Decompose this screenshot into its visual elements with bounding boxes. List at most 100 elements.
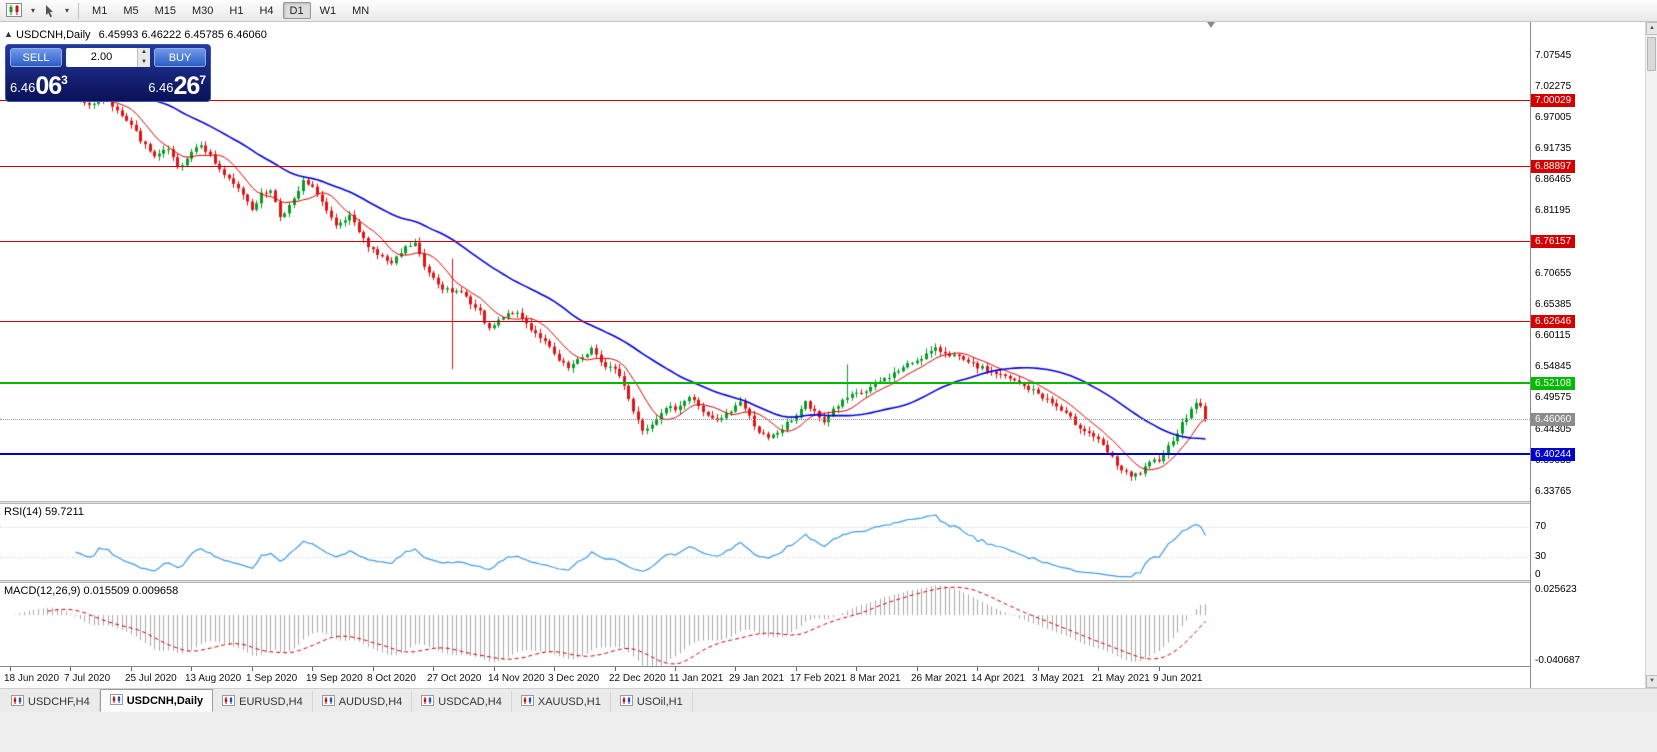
volume-value[interactable]: 2.00	[90, 51, 113, 63]
volume-stepper[interactable]: 2.00 ▲ ▼	[66, 48, 150, 67]
date-axis-label: 14 Apr 2021	[971, 673, 1025, 684]
top-toolbar: ▾ ▾ M1 M5 M15 M30 H1 H4 D1 W1 MN	[0, 0, 1657, 22]
horizontal-level-line[interactable]	[0, 100, 1530, 102]
horizontal-level-line[interactable]	[0, 321, 1530, 323]
timeframe-w1[interactable]: W1	[319, 5, 337, 17]
timeframe-mn[interactable]: MN	[352, 5, 370, 17]
date-tick	[796, 667, 797, 671]
spinner-down-icon[interactable]: ▼	[138, 57, 150, 67]
price-axis-label: 6.65385	[1535, 298, 1572, 310]
date-tick	[312, 667, 313, 671]
one-click-trading-panel: SELL 2.00 ▲ ▼ BUY 6.46 06 3 6.46 26 7	[5, 44, 211, 102]
macd-axis-label: 0.025623	[1535, 584, 1577, 595]
ask-price-small: 6.46	[148, 80, 174, 95]
price-axis-label: 7.02275	[1535, 80, 1572, 92]
chart-tab-eurusd-h4[interactable]: EURUSD,H4	[213, 691, 313, 712]
sell-button[interactable]: SELL	[10, 48, 62, 67]
mini-chart-icon	[109, 693, 123, 708]
macd-axis-label: -0.040687	[1535, 655, 1581, 666]
date-axis-label: 18 Jun 2020	[4, 673, 60, 684]
macd-label: MACD(12,26,9) 0.015509 0.009658	[4, 585, 179, 597]
date-axis-label: 3 Dec 2020	[548, 673, 600, 684]
chart-tab-label: USDCNH,Daily	[126, 694, 204, 707]
bid-price-small: 6.46	[10, 80, 36, 95]
price-axis-label: 6.33765	[1535, 485, 1572, 497]
chart-tab-usdcad-h4[interactable]: USDCAD,H4	[412, 691, 512, 712]
date-axis-label: 8 Oct 2020	[367, 673, 416, 684]
date-axis-label: 22 Dec 2020	[609, 673, 666, 684]
current-price-label: 6.46060	[1531, 413, 1576, 427]
candlestick-chart-icon[interactable]	[3, 2, 25, 20]
date-axis-label: 1 Sep 2020	[246, 673, 298, 684]
chart-tab-usdcnh-daily[interactable]: USDCNH,Daily	[99, 689, 214, 712]
price-axis-label: 7.07545	[1535, 49, 1572, 61]
price-level-label: 7.00029	[1531, 94, 1576, 108]
price-axis-label: 6.49575	[1535, 392, 1572, 404]
date-axis-label: 11 Jan 2021	[669, 673, 724, 684]
horizontal-level-line[interactable]	[0, 165, 1530, 167]
pane-splitter[interactable]	[0, 501, 1645, 504]
timeframe-m15[interactable]: M15	[154, 5, 176, 17]
price-axis-label: 6.60115	[1535, 330, 1571, 342]
price-axis-label: 6.44305	[1535, 423, 1572, 435]
price-axis-label: 6.91735	[1535, 143, 1572, 155]
buy-button[interactable]: BUY	[154, 48, 206, 67]
horizontal-level-line[interactable]	[0, 452, 1530, 455]
rsi-axis-label: 30	[1535, 551, 1547, 563]
collapse-panel-icon[interactable]: ▲	[4, 29, 13, 39]
bid-price: 6.46 06 3	[10, 74, 68, 99]
dropdown-caret-icon[interactable]: ▾	[65, 6, 70, 15]
date-axis-label: 7 Jul 2020	[64, 673, 111, 684]
date-tick	[10, 667, 11, 671]
date-tick	[494, 667, 495, 671]
date-axis-label: 29 Jan 2021	[729, 673, 785, 684]
date-axis-label: 14 Nov 2020	[488, 673, 545, 684]
scroll-down-icon[interactable]: ▼	[1646, 675, 1657, 688]
scrollbar-thumb[interactable]	[1647, 37, 1656, 71]
bid-price-big: 06	[35, 72, 62, 100]
bid-price-sup: 3	[61, 73, 68, 87]
chart-tab-usdchf-h4[interactable]: USDCHF,H4	[2, 691, 100, 712]
window-scrollbar[interactable]: ▲ ▼	[1645, 22, 1657, 688]
scroll-up-icon[interactable]: ▲	[1646, 22, 1657, 35]
timeframe-m1[interactable]: M1	[92, 5, 108, 17]
chart-tab-xauusd-h1[interactable]: XAUUSD,H1	[512, 691, 611, 712]
chart-title: USDCNH,Daily 6.45993 6.46222 6.45785 6.4…	[16, 29, 267, 41]
date-tick	[191, 667, 192, 671]
mini-chart-icon	[222, 694, 236, 709]
price-axis[interactable]: 7.07545 7.02275 6.97005 6.91735 6.86465 6.811…	[1530, 22, 1645, 688]
date-axis-label: 8 Mar 2021	[850, 673, 901, 684]
pane-splitter[interactable]	[0, 580, 1645, 583]
timeframe-d1[interactable]: D1	[282, 2, 311, 19]
rsi-canvas[interactable]	[0, 504, 1530, 580]
date-tick	[1098, 667, 1099, 671]
spinner-up-icon[interactable]: ▲	[138, 48, 150, 58]
timeframe-h1[interactable]: H1	[229, 5, 244, 17]
status-area	[0, 712, 1657, 752]
chart-tab-label: XAUUSD,H1	[537, 695, 601, 708]
horizontal-level-line[interactable]	[0, 241, 1530, 243]
main-chart-canvas[interactable]	[0, 22, 1530, 501]
price-axis-label: 6.70655	[1535, 267, 1572, 279]
chart-tab-audusd-h4[interactable]: AUDUSD,H4	[313, 691, 413, 712]
date-axis-label: 3 May 2021	[1032, 673, 1085, 684]
horizontal-level-line[interactable]	[0, 382, 1530, 385]
date-tick	[735, 667, 736, 671]
price-axis-label: 6.81195	[1535, 205, 1571, 217]
dropdown-caret-icon[interactable]: ▾	[31, 6, 36, 15]
date-axis[interactable]: 18 Jun 2020 7 Jul 2020 25 Jul 2020 13 Aug 2…	[0, 666, 1645, 688]
price-level-label: 6.76157	[1531, 235, 1576, 249]
macd-canvas[interactable]	[0, 583, 1530, 666]
date-axis-label: 17 Feb 2021	[790, 673, 847, 684]
timeframe-m5[interactable]: M5	[123, 5, 139, 17]
chart-tab-usoil-h1[interactable]: USOil,H1	[611, 691, 693, 712]
cursor-icon[interactable]	[40, 2, 59, 20]
price-axis-label: 6.97005	[1535, 111, 1572, 123]
chart-tab-label: USDCAD,H4	[438, 695, 502, 708]
date-tick	[131, 667, 132, 671]
timeframe-m30[interactable]: M30	[192, 5, 214, 17]
rsi-axis-label: 70	[1535, 520, 1547, 532]
rsi-axis-label: 0	[1535, 569, 1541, 580]
chart-window: ▲ USDCNH,Daily 6.45993 6.46222 6.45785 6…	[0, 22, 1645, 688]
timeframe-h4[interactable]: H4	[259, 5, 274, 17]
